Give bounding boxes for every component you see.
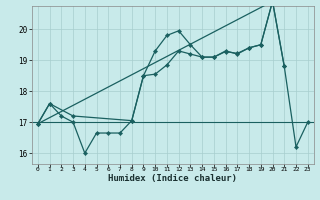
X-axis label: Humidex (Indice chaleur): Humidex (Indice chaleur): [108, 174, 237, 183]
